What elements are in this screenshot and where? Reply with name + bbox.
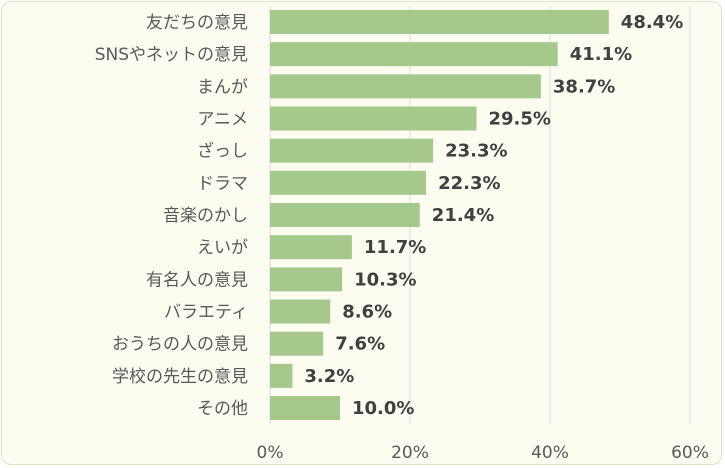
bar	[270, 10, 609, 34]
value-label: 29.5%	[489, 109, 551, 130]
value-label: 11.7%	[364, 237, 426, 258]
x-tick-label: 20%	[391, 443, 429, 463]
bar	[270, 74, 541, 99]
x-axis-ticks: 0% 20% 40% 60%	[257, 443, 709, 463]
category-label: 学校の先生の意見	[112, 367, 248, 387]
x-tick-label: 40%	[531, 443, 569, 463]
category-label: その他	[197, 399, 248, 419]
category-label: アニメ	[197, 110, 248, 130]
value-label: 41.1%	[570, 44, 632, 65]
category-label: バラエティ	[164, 303, 248, 323]
category-label: 音楽のかし	[163, 206, 248, 226]
value-label: 22.3%	[438, 173, 500, 194]
category-label: えいが	[197, 238, 248, 258]
value-label: 21.4%	[432, 205, 494, 226]
bar	[270, 331, 324, 356]
bar	[270, 138, 434, 163]
bar	[270, 106, 477, 131]
bars	[270, 10, 609, 421]
bar	[270, 170, 427, 195]
category-label: 有名人の意見	[146, 270, 248, 290]
value-label: 23.3%	[445, 141, 507, 162]
bar	[270, 363, 293, 388]
bar	[270, 267, 343, 292]
value-label: 7.6%	[335, 334, 385, 355]
value-label: 3.2%	[304, 366, 354, 387]
bar	[270, 299, 331, 324]
value-labels: 48.4% 41.1% 38.7%29.5% 23.3% 22.3% 21.4% 11.7%…	[304, 12, 683, 419]
value-label: 38.7%	[553, 76, 615, 97]
bar	[270, 42, 558, 67]
category-label: おうちの人の意見	[112, 335, 248, 355]
value-label: 10.0%	[352, 398, 414, 419]
value-label: 8.6%	[342, 302, 392, 323]
x-tick-label: 0%	[257, 443, 284, 463]
category-label: まんが	[197, 77, 248, 97]
category-label: SNSやネットの意見	[95, 45, 248, 65]
category-label: 友だちの意見	[146, 13, 248, 33]
value-label: 10.3%	[354, 269, 416, 290]
bar	[270, 203, 420, 228]
category-label: ドラマ	[197, 174, 248, 194]
category-label: ざっし	[197, 141, 248, 162]
bar	[270, 235, 352, 260]
value-label: 48.4%	[621, 12, 683, 33]
category-labels: 友だちの意見 SNSやネットの意見まんがアニメざっしドラマ音楽のかしえいが有名人の…	[95, 13, 248, 419]
x-tick-label: 60%	[671, 443, 709, 463]
bar	[270, 396, 340, 421]
